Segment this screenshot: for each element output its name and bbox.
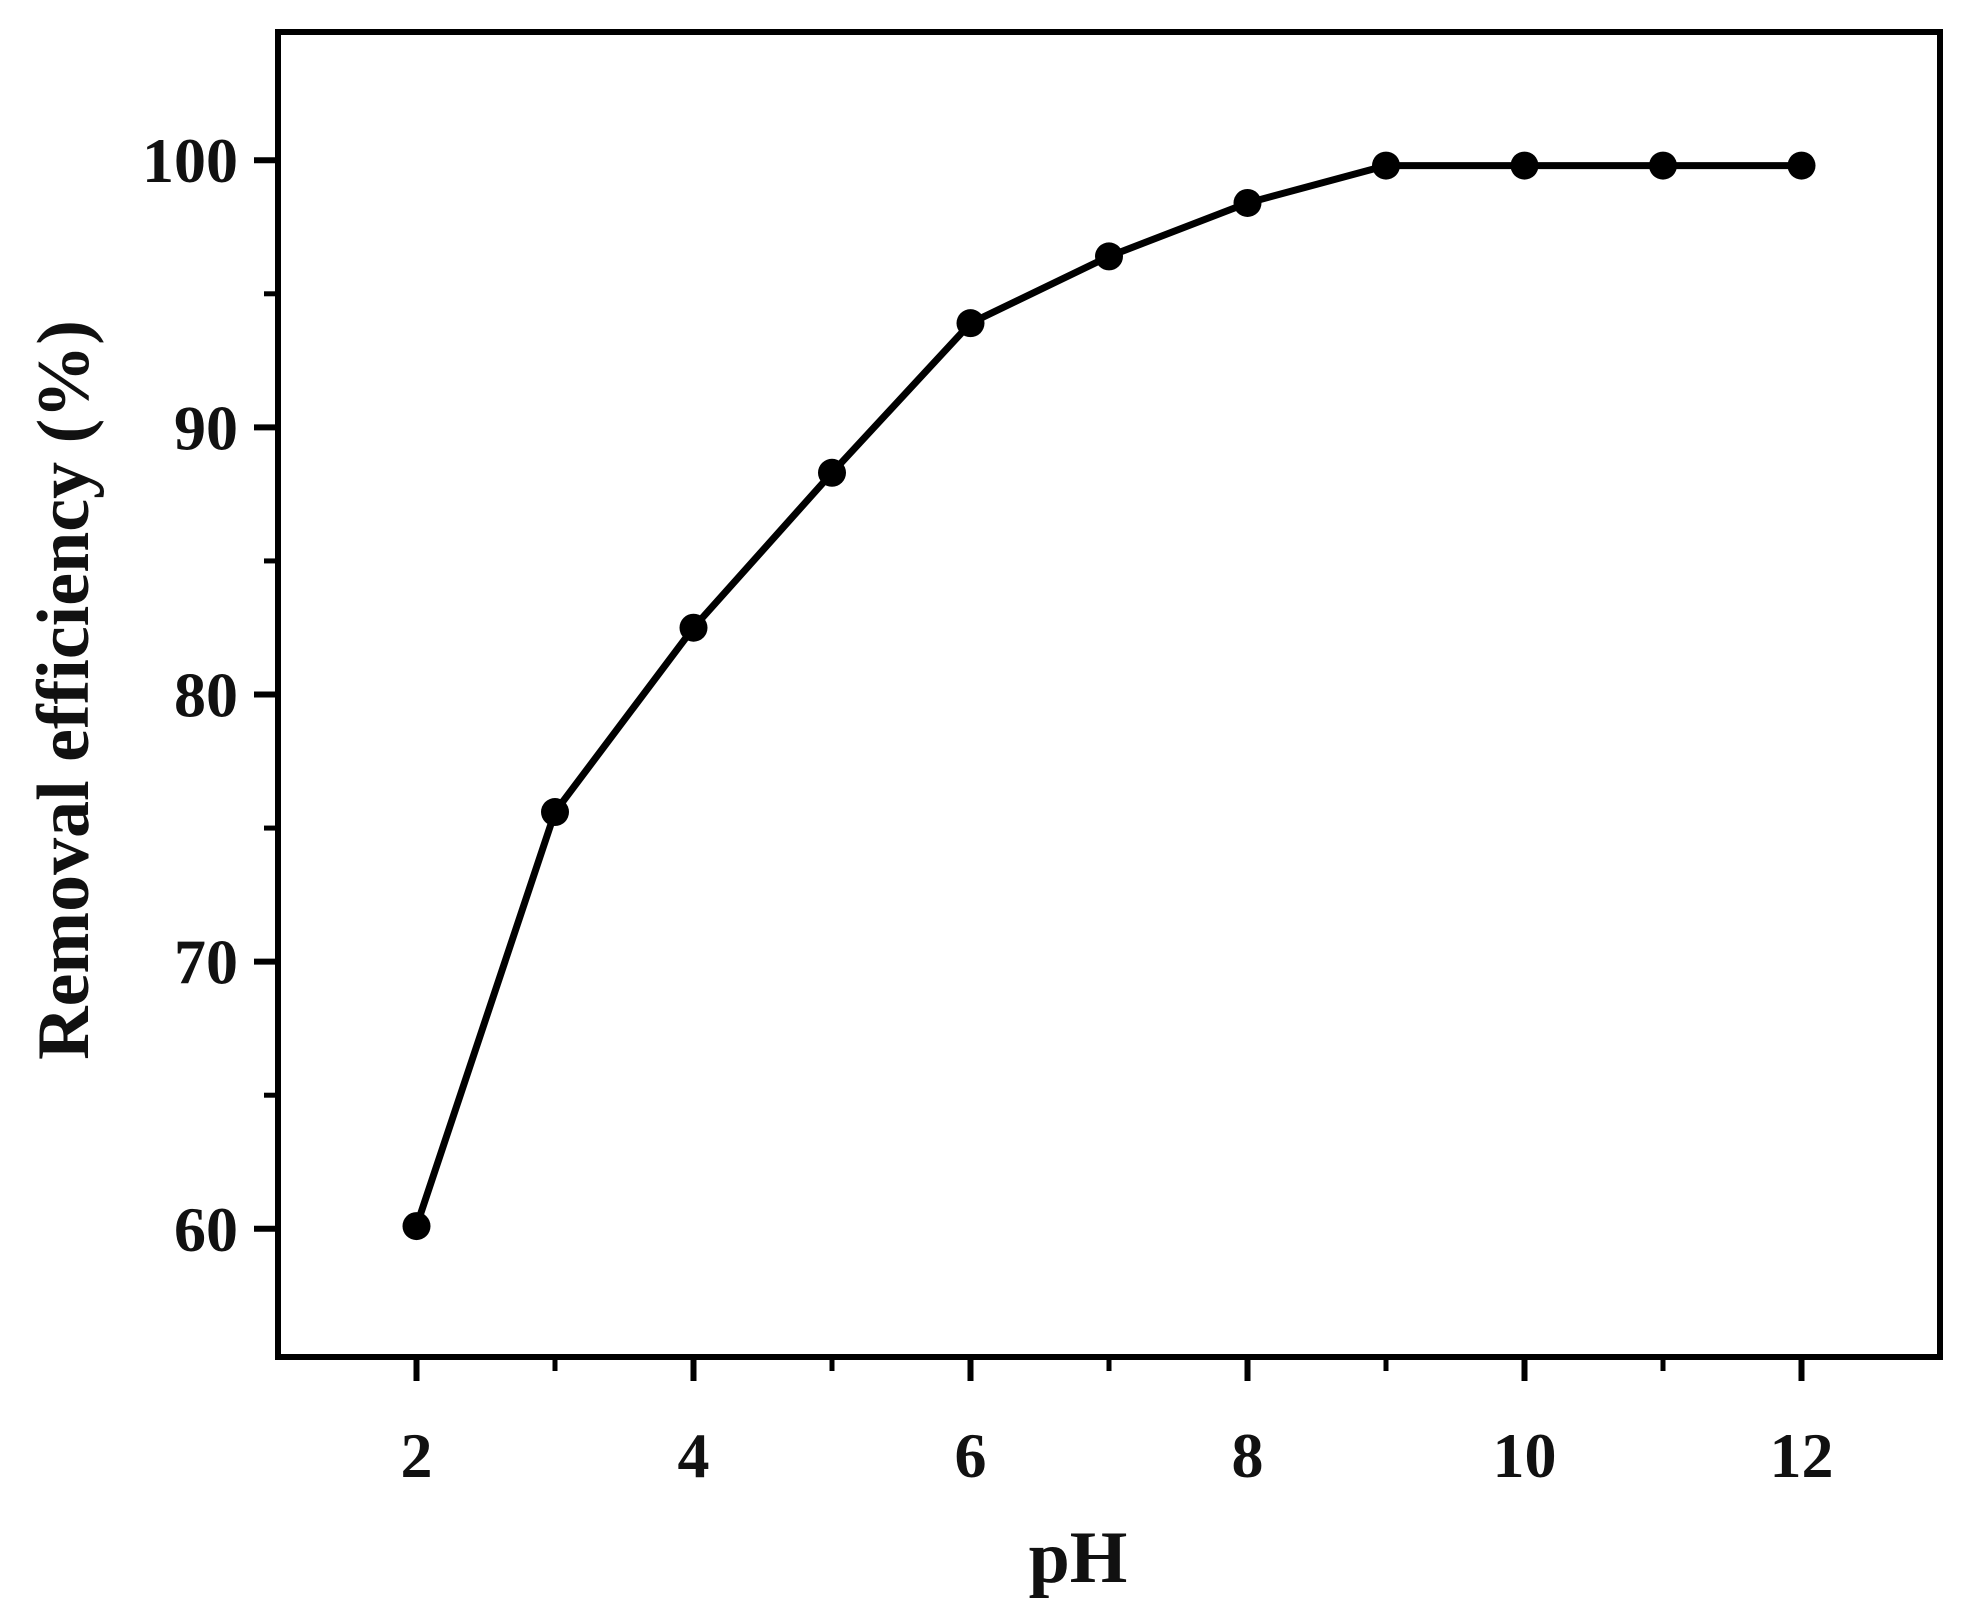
data-point [1649, 151, 1677, 180]
data-point [402, 1212, 431, 1241]
y-tick-label: 60 [174, 1194, 238, 1265]
x-tick-label: 2 [401, 1420, 433, 1491]
y-tick-label: 90 [174, 392, 238, 463]
plot-frame [275, 29, 1943, 1360]
x-tick-label: 6 [955, 1420, 987, 1491]
data-point [1372, 151, 1400, 180]
data-point [1095, 242, 1123, 271]
y-tick-label: 70 [174, 927, 238, 998]
axes: 2 4 6 8 10 12 60 70 80 90 100 [142, 29, 1943, 1491]
x-tick-label: 10 [1493, 1420, 1557, 1491]
data-point [679, 613, 708, 642]
series-group [402, 151, 1816, 1241]
x-axis-label: pH [1029, 1517, 1128, 1599]
data-point [956, 309, 985, 338]
data-point [1233, 188, 1262, 217]
y-tick-label: 100 [142, 125, 238, 196]
x-tick-label: 4 [678, 1420, 710, 1491]
y-tick-label: 80 [174, 660, 238, 731]
data-point [818, 458, 846, 487]
data-point [541, 798, 569, 827]
series-line [413, 162, 1802, 1228]
x-tick-label: 8 [1232, 1420, 1264, 1491]
x-tick-label: 12 [1770, 1420, 1834, 1491]
data-point [1510, 151, 1539, 180]
y-axis-label: Removal efficiency (%) [23, 320, 105, 1060]
data-point [1787, 151, 1816, 180]
